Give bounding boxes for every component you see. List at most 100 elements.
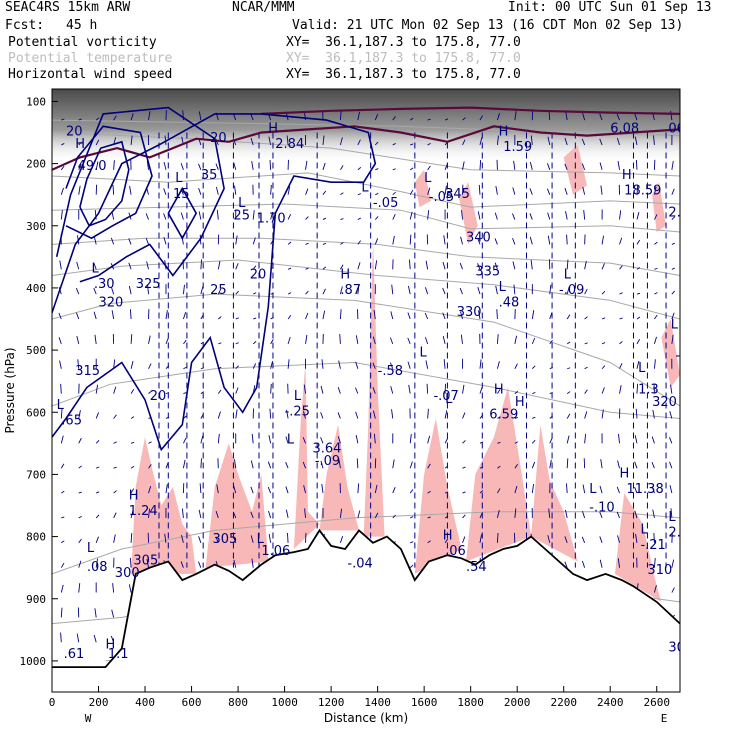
wind-vector <box>198 211 202 220</box>
wind-vector <box>409 489 414 494</box>
y-tick-label: 800 <box>26 531 46 544</box>
contour-annotation: 3.64 <box>313 442 342 457</box>
wind-vector <box>305 312 309 320</box>
wind-vector <box>340 264 344 270</box>
wind-vector <box>564 137 568 146</box>
contour-annotation: 310 <box>647 563 672 578</box>
wind-vector <box>427 210 430 220</box>
wind-vector <box>619 292 623 295</box>
wind-vector <box>531 365 536 370</box>
wind-vector <box>391 409 394 419</box>
contour-annotation: 300 <box>115 566 140 581</box>
wind-vector <box>305 334 308 344</box>
wind-vector <box>636 383 639 394</box>
wind-vector <box>584 411 588 419</box>
wind-vector <box>617 535 620 543</box>
wind-vector <box>496 309 498 320</box>
wind-vector <box>95 440 100 444</box>
wind-vector <box>634 435 638 444</box>
wind-vector <box>599 536 603 543</box>
wind-vector <box>96 466 100 469</box>
wind-vector <box>338 360 341 369</box>
contour-annotation: 335 <box>475 264 500 279</box>
west-label: W <box>85 712 92 725</box>
wind-vector <box>215 163 219 170</box>
wind-vector <box>427 435 431 444</box>
wind-vector <box>322 310 326 320</box>
wind-vector <box>340 242 344 245</box>
wind-vector <box>566 259 569 270</box>
wind-vector <box>355 411 359 419</box>
wind-vector <box>565 111 568 121</box>
x-tick-label: 0 <box>49 696 56 709</box>
wind-vector <box>460 311 463 320</box>
wind-vector <box>427 165 431 171</box>
wind-vector <box>78 538 82 544</box>
wind-vector <box>339 508 342 518</box>
cloud-region <box>363 238 385 537</box>
wind-vector <box>513 284 516 295</box>
wind-vector <box>215 536 219 543</box>
wind-vector <box>198 187 202 195</box>
contour-annotation: L <box>445 392 453 407</box>
wind-vector <box>427 490 431 494</box>
contour-annotation: L <box>640 522 648 537</box>
wind-vector <box>200 286 204 295</box>
wind-vector <box>532 416 536 419</box>
wind-vector <box>462 514 466 519</box>
wind-vector <box>357 111 360 121</box>
wind-vector <box>216 484 219 494</box>
y-tick-label: 900 <box>26 593 46 606</box>
wind-vector <box>112 184 115 195</box>
wind-vector <box>619 363 623 369</box>
wind-vector <box>130 361 134 369</box>
contour-annotation: 2.2 <box>668 205 689 220</box>
cloud-region <box>414 418 462 574</box>
wind-vector <box>634 510 638 519</box>
contour-annotation: L <box>57 398 65 413</box>
wind-vector <box>460 334 463 344</box>
header-fcst-label: Fcst: <box>5 18 45 33</box>
wind-vector <box>60 165 65 171</box>
wind-vector <box>146 160 149 170</box>
wind-vector <box>232 536 237 543</box>
contour-annotation: -.10 <box>589 501 614 516</box>
wind-vector <box>443 359 446 369</box>
wind-vector <box>549 312 553 320</box>
wind-vector <box>425 360 429 369</box>
wind-vector <box>601 290 606 295</box>
wind-vector <box>584 366 588 370</box>
wind-vector <box>253 317 257 320</box>
wind-vector <box>462 412 466 419</box>
wind-vector <box>339 535 344 543</box>
wind-vector <box>670 508 673 518</box>
wind-vector <box>182 284 185 295</box>
cloud-region <box>563 144 587 195</box>
wind-vector <box>340 218 344 220</box>
contour-annotation: 6.08 <box>610 122 639 137</box>
wind-vector <box>496 510 500 519</box>
wind-vector <box>654 214 658 220</box>
wind-vector <box>357 483 360 494</box>
wind-vector <box>322 288 326 295</box>
wind-vector <box>462 536 466 543</box>
x-tick-label: 1600 <box>411 696 438 709</box>
wind-vector <box>654 241 658 245</box>
wind-vector <box>600 185 603 195</box>
wind-vector <box>601 387 605 394</box>
wind-vector <box>165 310 168 320</box>
wind-vector <box>671 312 675 320</box>
wind-vector <box>477 263 481 270</box>
wind-vector <box>409 461 413 469</box>
wind-vector <box>582 112 586 121</box>
wind-vector <box>599 113 603 121</box>
wind-vector <box>407 312 411 320</box>
contour-annotation: 1.24 <box>129 504 158 519</box>
wind-vector <box>462 440 466 444</box>
wind-vector <box>95 558 98 568</box>
wind-vector <box>339 309 342 320</box>
contour-annotation: 11.38 <box>627 482 664 497</box>
wind-vector <box>479 466 484 469</box>
wind-vector <box>443 235 446 245</box>
wind-vector <box>634 461 638 469</box>
